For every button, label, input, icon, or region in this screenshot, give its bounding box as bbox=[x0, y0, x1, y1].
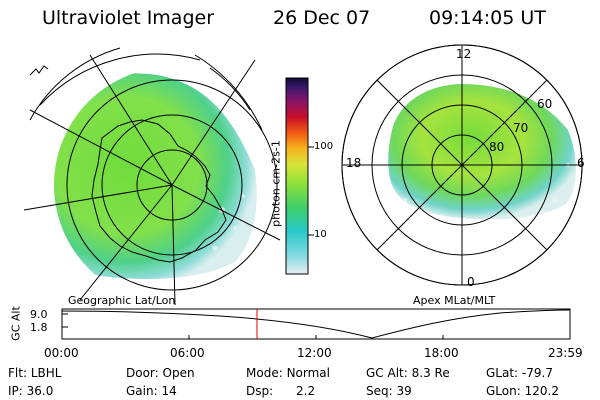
mlt-label-18: 18 bbox=[346, 156, 362, 170]
status-seq: Seq: 39 bbox=[366, 385, 412, 397]
status-glat-value: -79.7 bbox=[521, 366, 553, 380]
mlt-label-6: 6 bbox=[577, 156, 585, 170]
aurora-image-left bbox=[54, 72, 257, 280]
status-mode: Mode: Normal bbox=[246, 367, 330, 379]
altitude-timeline bbox=[61, 308, 571, 340]
timeline-xtick-1200: 12:00 bbox=[297, 346, 332, 360]
status-dsp-value: 2.2 bbox=[296, 384, 316, 398]
aurora-image-right bbox=[388, 84, 576, 220]
altitude-curve bbox=[61, 309, 571, 339]
status-flt-label: Flt: bbox=[8, 366, 27, 380]
mlat-label-70: 70 bbox=[513, 121, 529, 135]
geographic-map bbox=[23, 47, 290, 306]
timeline-xtick-2359: 23:59 bbox=[548, 346, 583, 360]
status-door: Door: Open bbox=[126, 367, 195, 379]
status-gain-value: 14 bbox=[161, 384, 177, 398]
status-gcalt-value: 8.3 Re bbox=[411, 366, 450, 380]
mlt-label-0: 0 bbox=[467, 275, 475, 289]
status-ip-label: IP: bbox=[8, 384, 23, 398]
date-readout: 26 Dec 07 bbox=[273, 7, 371, 29]
latitude-grid bbox=[54, 67, 290, 303]
status-flt: Flt: LBHL bbox=[8, 367, 61, 379]
status-gain-label: Gain: bbox=[126, 384, 158, 398]
status-glon: GLon: 120.2 bbox=[486, 385, 559, 397]
status-door-value: Open bbox=[162, 366, 195, 380]
app-title: Ultraviolet Imager bbox=[42, 7, 215, 29]
mlat-label-60: 60 bbox=[537, 97, 553, 111]
colorbar-tick-100: 100 bbox=[314, 141, 334, 152]
status-mode-label: Mode: bbox=[246, 366, 283, 380]
status-dsp-label: Dsp: bbox=[246, 384, 274, 398]
status-glon-value: 120.2 bbox=[524, 384, 559, 398]
mlt-lines bbox=[342, 45, 582, 285]
timeline-ytick-bottom: 1.8 bbox=[30, 321, 48, 334]
timeline-ytick-top: 9.0 bbox=[30, 308, 48, 321]
colorbar-unit-label: photon cm-2s-1 bbox=[269, 140, 283, 227]
mlat-label-80: 80 bbox=[489, 140, 505, 154]
status-glon-label: GLon: bbox=[486, 384, 521, 398]
status-seq-label: Seq: bbox=[366, 384, 393, 398]
timeline-xtick-0600: 06:00 bbox=[170, 346, 205, 360]
status-door-label: Door: bbox=[126, 366, 159, 380]
status-gcalt: GC Alt: 8.3 Re bbox=[366, 367, 450, 379]
status-gain: Gain: 14 bbox=[126, 385, 177, 397]
timeline-ylabel: GC Alt bbox=[9, 306, 23, 341]
status-glat: GLat: -79.7 bbox=[486, 367, 553, 379]
colorbar bbox=[285, 77, 314, 275]
right-map-caption: Apex MLat/MLT bbox=[413, 294, 496, 307]
coastline bbox=[91, 119, 227, 263]
longitude-grid bbox=[23, 54, 281, 306]
status-gcalt-label: GC Alt: bbox=[366, 366, 408, 380]
status-flt-value: LBHL bbox=[30, 366, 62, 380]
status-glat-label: GLat: bbox=[486, 366, 519, 380]
status-ip: IP: 36.0 bbox=[8, 385, 53, 397]
timeline-xtick-0000: 00:00 bbox=[44, 346, 79, 360]
apex-map bbox=[341, 44, 583, 286]
status-seq-value: 39 bbox=[396, 384, 412, 398]
status-mode-value: Normal bbox=[286, 366, 330, 380]
status-dsp: Dsp: 2.2 bbox=[246, 385, 315, 397]
timeline-xtick-1800: 18:00 bbox=[424, 346, 459, 360]
time-readout: 09:14:05 UT bbox=[429, 7, 546, 29]
left-map-caption: Geographic Lat/Lon bbox=[68, 294, 176, 307]
mlt-label-12: 12 bbox=[456, 47, 472, 61]
status-ip-value: 36.0 bbox=[26, 384, 54, 398]
colorbar-tick-10: 10 bbox=[314, 229, 327, 240]
